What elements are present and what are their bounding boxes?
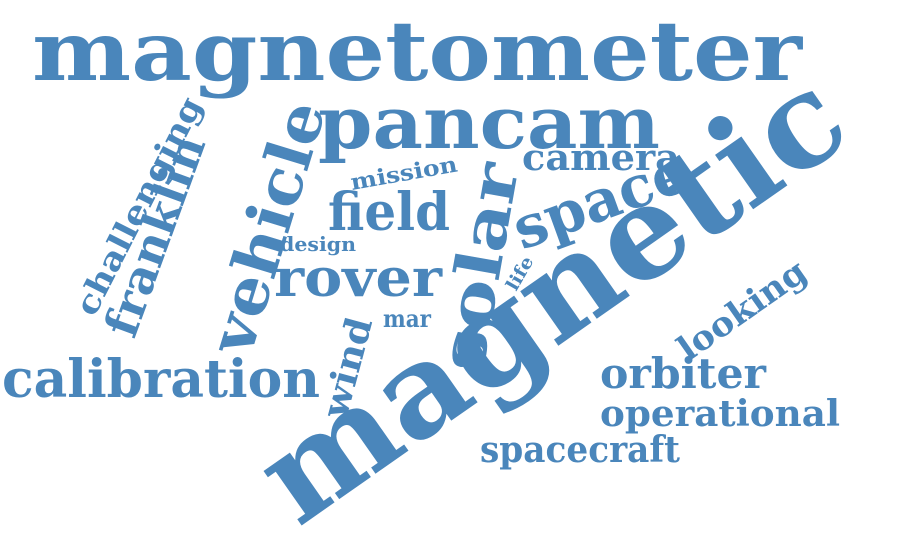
word-rover: rover	[274, 248, 443, 309]
word-orbiter: orbiter	[600, 349, 767, 398]
word-magnetometer: magnetometer	[32, 4, 804, 100]
word-operational: operational	[600, 393, 840, 435]
word-vehicle: vehicle	[194, 92, 340, 364]
word-design: design	[280, 232, 356, 256]
word-pancam: pancam	[318, 80, 660, 165]
word-mar: mar	[383, 304, 431, 333]
word-camera: camera	[522, 137, 680, 179]
word-calibration: calibration	[2, 349, 320, 410]
word-spacecraft: spacecraft	[480, 429, 680, 471]
word-field: field	[328, 182, 450, 243]
